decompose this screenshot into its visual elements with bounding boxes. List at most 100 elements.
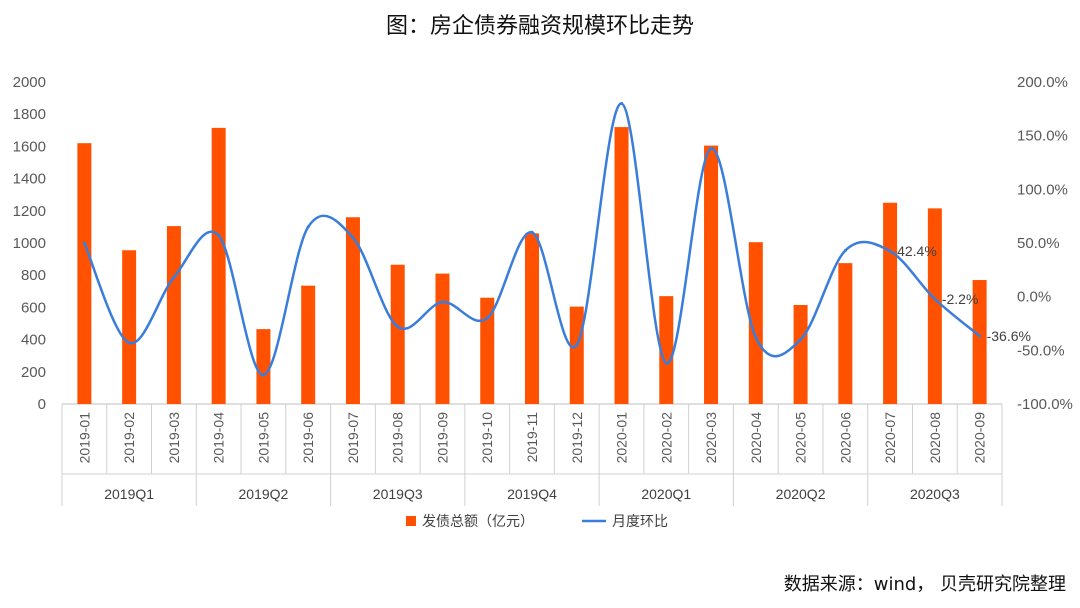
legend-swatch-bar [406, 516, 416, 526]
bar [301, 285, 316, 404]
quarter-label: 2019Q2 [239, 486, 289, 502]
y-left-tick-label: 200 [21, 364, 46, 381]
x-tick-label: 2019-12 [569, 412, 585, 464]
bar [166, 226, 181, 404]
line-point [843, 249, 847, 253]
x-tick-label: 2020-01 [614, 412, 630, 464]
data-labels: 42.4% -2.2% -36.6% [897, 243, 1031, 344]
bar [435, 273, 450, 404]
bar [480, 297, 495, 404]
y-right-tick-label: -50.0% [1017, 342, 1065, 359]
x-tick-label: 2019-03 [166, 412, 182, 464]
y-right-tick-label: 200.0% [1017, 74, 1068, 91]
x-tick-label: 2020-07 [882, 412, 898, 464]
line-point [888, 249, 892, 253]
legend-label-bar: 发债总额（亿元） [422, 514, 534, 530]
bar [838, 263, 853, 404]
line-point [440, 300, 444, 304]
bar [927, 208, 942, 404]
source-note: 数据来源：wind， 贝壳研究院整理 [783, 574, 1066, 595]
line-point [306, 225, 310, 229]
x-tick-label: 2020-03 [703, 412, 719, 464]
data-label: -36.6% [987, 328, 1031, 344]
legend-label-line: 月度环比 [612, 514, 668, 530]
line-series [82, 101, 982, 377]
bar [256, 329, 271, 404]
x-tick-label: 2019-05 [255, 412, 271, 464]
chart-canvas: 0 200 400 600 800 1000 1200 1400 1600 1800 2000 -10… [13, 74, 1073, 530]
y-left-tick-label: 400 [21, 332, 46, 349]
data-label: -2.2% [942, 291, 979, 307]
line-point [485, 316, 489, 320]
x-tick-label: 2020-02 [658, 412, 674, 464]
x-tick-label: 2020-04 [748, 412, 764, 464]
bar [122, 250, 137, 404]
bar [569, 306, 584, 404]
y-right-tick-label: -100.0% [1017, 396, 1073, 413]
line-point [978, 334, 982, 338]
y-left-tick-label: 1600 [13, 138, 46, 155]
line-point [217, 233, 221, 237]
bar-series [77, 127, 987, 404]
bar [972, 280, 987, 404]
bar [390, 264, 405, 404]
x-tick-label: 2020-05 [793, 412, 809, 464]
bar [614, 127, 629, 404]
line-point [620, 101, 624, 105]
x-tick-label: 2020-08 [927, 412, 943, 464]
x-tick-label: 2019-10 [479, 412, 495, 464]
x-tick-label: 2020-06 [837, 412, 853, 464]
y-left-tick-label: 1200 [13, 203, 46, 220]
bar [883, 202, 898, 404]
chart-title: 图：房企债券融资规模环比走势 [385, 14, 694, 39]
y-right-tick-label: 50.0% [1017, 235, 1060, 252]
line-point [709, 147, 713, 151]
bar [211, 127, 226, 404]
y-right-tick-label: 100.0% [1017, 181, 1068, 198]
legend: 发债总额（亿元） 月度环比 [406, 514, 668, 530]
y-left-tick-label: 1000 [13, 235, 46, 252]
y-left-tick-label: 1800 [13, 106, 46, 123]
y-left-tick-label: 1400 [13, 171, 46, 188]
bar [704, 145, 719, 404]
y-left-tick-label: 800 [21, 267, 46, 284]
x-tick-label: 2019-09 [434, 412, 450, 464]
x-tick-label: 2019-11 [524, 412, 540, 463]
bar [793, 304, 808, 404]
y-left-tick-label: 2000 [13, 74, 46, 91]
quarter-label: 2020Q2 [776, 486, 826, 502]
line-point [351, 236, 355, 240]
line-point [933, 297, 937, 301]
bar [345, 217, 360, 404]
y-right-tick-label: 0.0% [1017, 289, 1051, 306]
line-point [575, 343, 579, 347]
y-left-tick-label: 0 [38, 396, 46, 413]
y-right-tick-label: 150.0% [1017, 128, 1068, 145]
line-point [530, 230, 534, 234]
quarter-label: 2019Q4 [507, 486, 557, 502]
x-tick-label: 2019-04 [211, 412, 227, 464]
bar [77, 143, 92, 404]
quarter-label: 2020Q1 [641, 486, 691, 502]
x-tick-label: 2019-02 [121, 412, 137, 464]
line-point [172, 275, 176, 279]
x-tick-label: 2019-01 [76, 412, 92, 464]
line-point [396, 325, 400, 329]
x-tick-label: 2019-08 [390, 412, 406, 464]
bar [525, 233, 539, 404]
line-point [664, 361, 668, 365]
line-point [261, 373, 265, 377]
x-tick-label: 2019-07 [345, 412, 361, 464]
axes: 0 200 400 600 800 1000 1200 1400 1600 1800 2000 -10… [13, 74, 1073, 506]
line-point [82, 241, 86, 245]
bar [659, 296, 674, 404]
quarter-label: 2019Q1 [104, 486, 154, 502]
line-point [127, 341, 131, 345]
line-point [754, 335, 758, 339]
quarter-label: 2020Q3 [910, 486, 960, 502]
data-label: 42.4% [897, 243, 937, 259]
x-tick-label: 2020-09 [972, 412, 988, 464]
line-point [799, 338, 803, 342]
y-left-tick-label: 600 [21, 299, 46, 316]
x-tick-label: 2019-06 [300, 412, 316, 464]
